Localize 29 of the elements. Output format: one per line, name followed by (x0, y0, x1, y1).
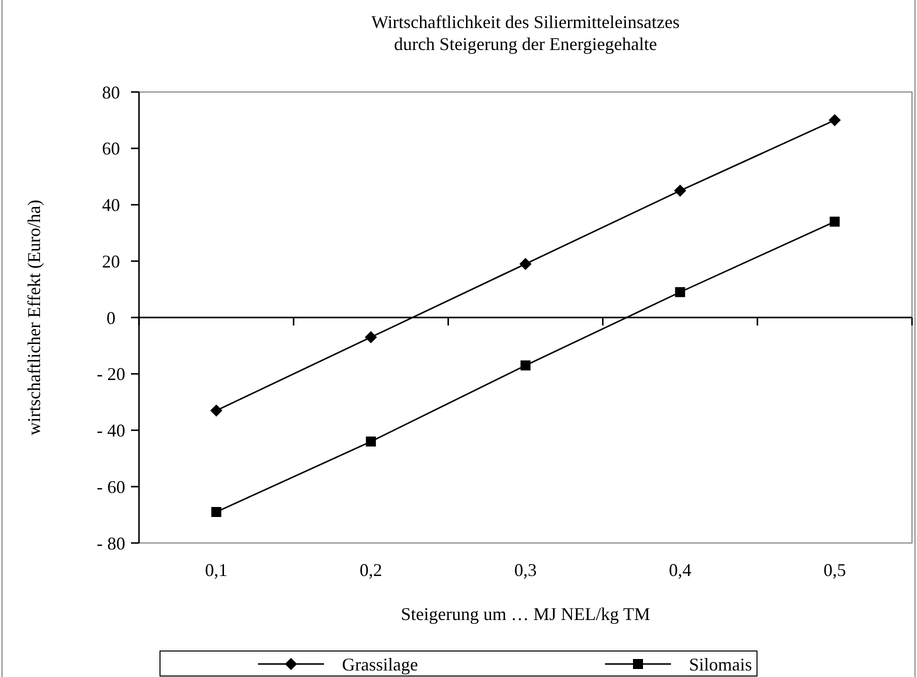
x-tick-label: 0,1 (205, 560, 228, 580)
y-tick-label: 60 (102, 138, 120, 159)
point (210, 404, 222, 417)
legend-label: Silomais (689, 654, 752, 674)
y-tick-label: - 80 (96, 533, 126, 554)
point (674, 184, 686, 197)
x-tick-label: 0,3 (514, 560, 537, 580)
legend-label: Grassilage (342, 654, 418, 674)
y-tick-label: 80 (102, 82, 120, 102)
x-axis-title: Steigerung um … MJ NEL/kg TM (400, 604, 650, 624)
x-tick-label: 0,2 (360, 560, 382, 580)
point (366, 436, 376, 447)
x-tick-label: 0,5 (823, 560, 846, 580)
y-tick-label: 20 (102, 251, 120, 272)
chart-title: Wirtschaftlichkeit des Siliermitteleinsatzes durch Steigerung der Energiegehalte (371, 12, 680, 54)
y-tick-label: 0 (106, 308, 116, 328)
point (520, 360, 530, 370)
point (519, 258, 532, 270)
x-tick-label: 0,4 (668, 560, 692, 580)
y-tick-label: 40 (102, 195, 120, 216)
y-tick-label: - 20 (96, 364, 126, 384)
y-tick-label: - 40 (96, 420, 126, 441)
point (364, 331, 377, 344)
y-axis-title: wirtschaftlicher Effekt (Euro/ha) (24, 200, 44, 436)
point (830, 216, 840, 227)
point (828, 114, 841, 126)
point (211, 506, 222, 517)
y-tick-label: - 60 (96, 476, 126, 497)
point (675, 287, 686, 298)
